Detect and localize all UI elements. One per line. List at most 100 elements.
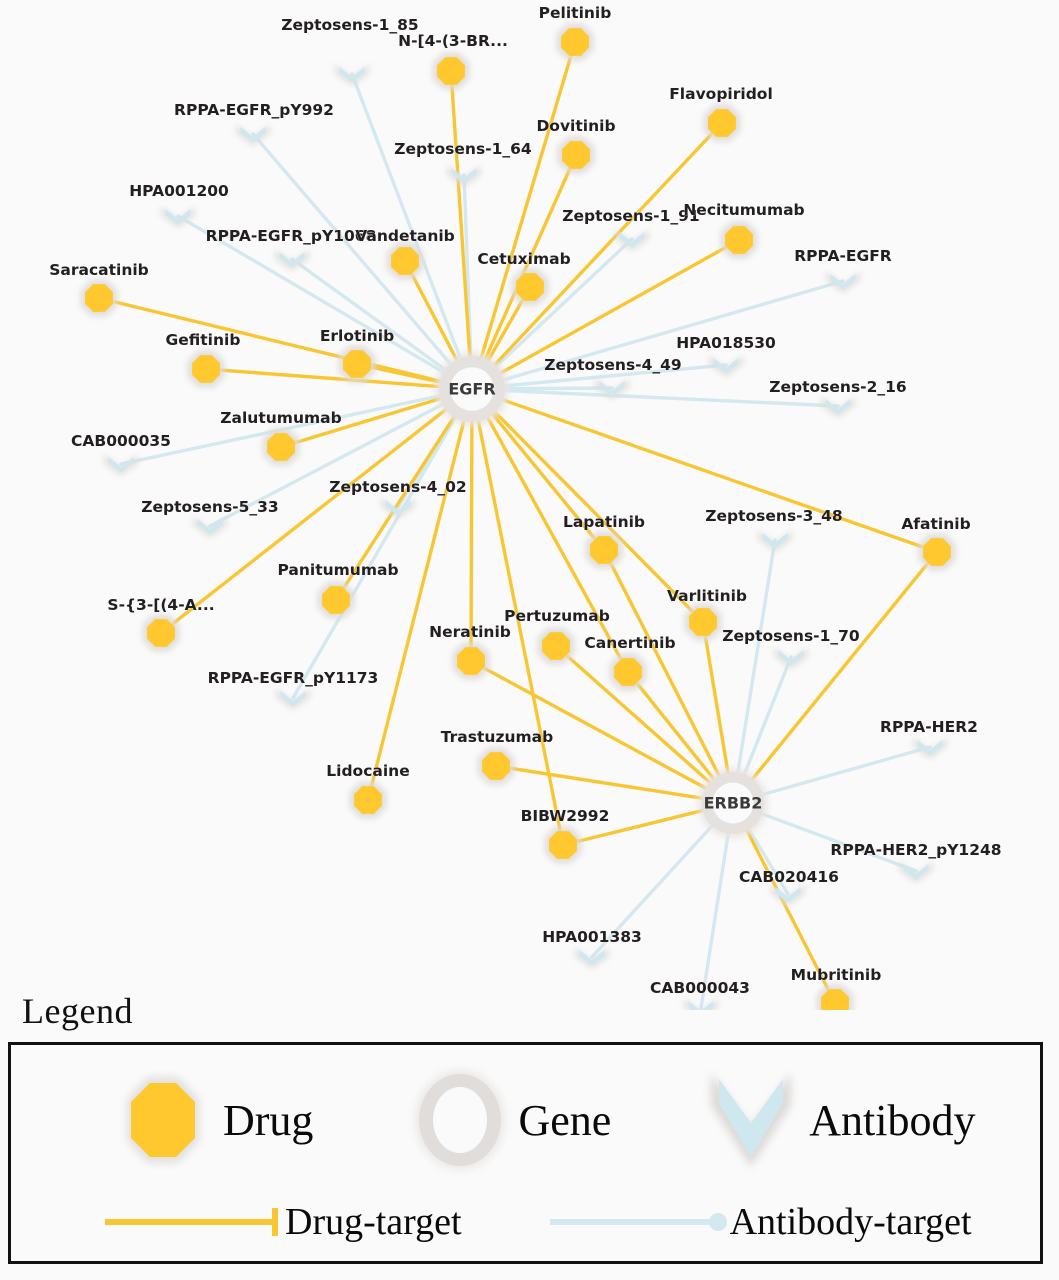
graph-edge: [501, 388, 840, 408]
drug-node[interactable]: [437, 57, 465, 85]
antibody-node[interactable]: [599, 380, 625, 397]
drug-target-edge-icon: [105, 1208, 278, 1236]
graph-edge: [350, 72, 463, 362]
network-graph: Zeptosens-1_85 RPPA-EGFR_pY992 Zeptosens-1…: [49, 4, 1002, 1010]
antibody-node-label: RPPA-HER2: [880, 718, 978, 736]
drug-node-label: Vandetanib: [355, 227, 455, 245]
antibody-node[interactable]: [197, 518, 223, 535]
antibody-node-label: Zeptosens-4_02: [329, 478, 466, 496]
antibody-node[interactable]: [825, 398, 851, 415]
antibody-node-label: HPA001200: [129, 182, 229, 200]
graph-edge: [749, 550, 939, 783]
graph-edge: [501, 363, 728, 388]
legend-item-drug-target: Drug-target: [103, 1200, 462, 1244]
antibody-node[interactable]: [165, 208, 191, 225]
graph-edge: [554, 644, 714, 786]
gene-node-center: [712, 782, 754, 824]
antibody-node-label: Zeptosens-3_48: [705, 507, 842, 525]
graph-edge: [208, 401, 447, 528]
drug-node[interactable]: [343, 350, 371, 378]
antibody-node-label: Zeptosens-4_49: [544, 356, 681, 374]
antibody-node[interactable]: [240, 126, 266, 143]
antibody-node-label: HPA001383: [542, 928, 642, 946]
antibody-node[interactable]: [280, 690, 306, 707]
antibody-node[interactable]: [762, 532, 788, 549]
gene-node-label: EGFR: [448, 380, 495, 399]
drug-node-label: Pelitinib: [539, 4, 612, 22]
drug-node[interactable]: [354, 786, 382, 814]
drug-node-label: Cetuximab: [477, 250, 570, 268]
drug-node[interactable]: [562, 141, 590, 169]
antibody-node[interactable]: [579, 949, 605, 966]
drug-node[interactable]: [391, 247, 419, 275]
graph-edge: [590, 822, 716, 959]
antibody-node[interactable]: [385, 499, 411, 516]
antibody-node[interactable]: [279, 251, 305, 268]
antibody-node-label: Zeptosens-1_70: [722, 627, 860, 645]
drug-node[interactable]: [614, 658, 642, 686]
graph-edge: [500, 279, 845, 383]
antibody-node[interactable]: [830, 273, 856, 290]
drug-node-label: Lapatinib: [563, 513, 645, 531]
drug-node[interactable]: [147, 619, 175, 647]
labels-layer: Zeptosens-1_85 RPPA-EGFR_pY992 Zeptosens-1…: [49, 4, 1002, 998]
antibody-node[interactable]: [108, 456, 134, 473]
drug-node[interactable]: [482, 752, 510, 780]
drug-node-label: Trastuzumab: [441, 728, 553, 746]
drug-node[interactable]: [561, 28, 589, 56]
antibody-node[interactable]: [713, 357, 739, 374]
antibody-node[interactable]: [619, 231, 645, 248]
antibody-node[interactable]: [903, 863, 929, 880]
antibody-node[interactable]: [451, 167, 477, 184]
legend-edge-row: Drug-target Antibody-target: [11, 1191, 1040, 1253]
antibody-node-label: RPPA-EGFR_pY992: [174, 101, 334, 119]
antibody-node[interactable]: [688, 1000, 714, 1010]
antibody-node[interactable]: [917, 739, 943, 756]
graph-edge: [735, 538, 777, 777]
graph-edge: [499, 397, 939, 554]
antibody-node-label: Zeptosens-1_91: [562, 207, 699, 225]
drug-node[interactable]: [322, 586, 350, 614]
drug-node-label: Lidocaine: [326, 762, 409, 780]
drug-node[interactable]: [542, 632, 570, 660]
drug-node[interactable]: [516, 273, 544, 301]
antibody-node-label: RPPA-EGFR: [794, 247, 892, 265]
drug-node-label: Canertinib: [584, 634, 675, 652]
antibody-node-label: RPPA-EGFR_pY1173: [208, 669, 379, 687]
legend-drug-target-label: Drug-target: [285, 1201, 462, 1243]
drug-node[interactable]: [708, 109, 736, 137]
drug-node[interactable]: [267, 433, 295, 461]
graph-edge: [449, 69, 472, 360]
antibody-node[interactable]: [775, 886, 801, 903]
drug-node-label: Neratinib: [429, 623, 511, 641]
antibody-node-label: CAB000043: [650, 979, 750, 997]
drug-node[interactable]: [590, 536, 618, 564]
drug-node-label: Saracatinib: [49, 261, 149, 279]
graph-edge: [758, 811, 918, 873]
drug-node[interactable]: [85, 284, 113, 312]
drug-node[interactable]: [457, 647, 485, 675]
legend-item-antibody: Antibody: [699, 1061, 976, 1179]
graph-edge: [469, 659, 710, 791]
drug-node-label: Varlitinib: [667, 587, 747, 605]
antibody-node[interactable]: [778, 649, 804, 666]
drug-node[interactable]: [549, 831, 577, 859]
drug-node-label: Necitumumab: [683, 201, 804, 219]
graph-edge: [626, 670, 717, 783]
drug-node[interactable]: [923, 538, 951, 566]
drug-node[interactable]: [689, 608, 717, 636]
drug-node-label: Panitumumab: [277, 561, 398, 579]
graph-edge: [482, 153, 578, 363]
graph-edge: [501, 386, 614, 391]
antibody-node[interactable]: [339, 66, 365, 83]
graph-edge: [290, 257, 449, 373]
drug-node[interactable]: [821, 989, 849, 1010]
antibody-node-label: CAB020416: [739, 868, 839, 886]
drug-node[interactable]: [725, 226, 753, 254]
legend-gene-label: Gene: [518, 1095, 612, 1145]
graph-edge: [492, 237, 634, 370]
drug-node[interactable]: [192, 355, 220, 383]
graph-edge: [291, 414, 459, 700]
drug-node-label: S-{3-[(4-A...: [107, 596, 214, 614]
antibody-node-label: Zeptosens-2_16: [769, 378, 906, 396]
